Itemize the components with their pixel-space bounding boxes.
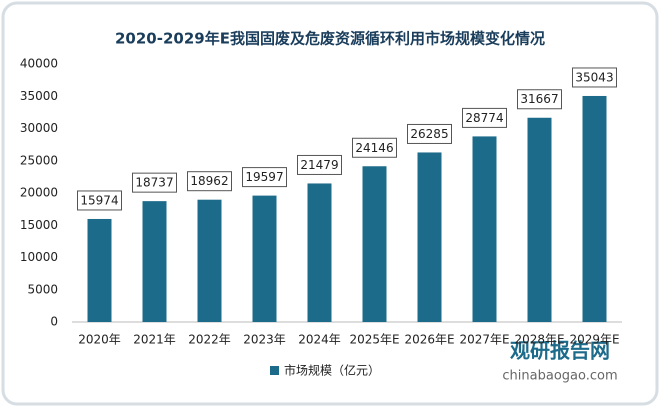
chart-title: 2020-2029年E我国固废及危废资源循环利用市场规模变化情况 bbox=[115, 30, 545, 48]
value-label-box bbox=[77, 190, 122, 211]
y-tick-label: 10000 bbox=[20, 250, 58, 264]
value-label: 19597 bbox=[245, 170, 283, 184]
bar bbox=[87, 218, 112, 322]
value-label: 26285 bbox=[410, 127, 448, 141]
y-tick-label: 40000 bbox=[20, 57, 58, 71]
value-label: 18737 bbox=[135, 176, 173, 190]
x-tick-label: 2025年E bbox=[349, 333, 399, 347]
y-tick-label: 0 bbox=[50, 315, 58, 329]
bar bbox=[582, 95, 607, 322]
bar bbox=[307, 183, 332, 322]
value-label: 28774 bbox=[465, 111, 503, 125]
x-tick-label: 2026年E bbox=[404, 333, 454, 347]
value-label: 15974 bbox=[80, 193, 118, 207]
x-tick-label: 2023年 bbox=[243, 333, 286, 347]
value-label-box bbox=[297, 154, 342, 175]
bar bbox=[527, 117, 552, 322]
x-tick-label: 2020年 bbox=[78, 333, 121, 347]
bar bbox=[362, 166, 387, 322]
value-label-box bbox=[187, 171, 232, 192]
legend-swatch bbox=[270, 366, 279, 375]
value-label-box bbox=[572, 67, 617, 88]
y-tick-label: 35000 bbox=[20, 89, 58, 103]
y-tick-label: 30000 bbox=[20, 121, 58, 135]
value-label-box bbox=[132, 172, 177, 193]
watermark-name: 观研报告网 bbox=[510, 339, 610, 363]
legend-label: 市场规模（亿元） bbox=[284, 363, 380, 378]
y-tick-label: 5000 bbox=[27, 282, 58, 296]
x-tick-label: 2021年 bbox=[133, 333, 176, 347]
bar bbox=[142, 201, 167, 322]
value-label: 35043 bbox=[575, 70, 613, 84]
value-label-box bbox=[352, 137, 397, 158]
x-tick-label: 2027年E bbox=[459, 333, 509, 347]
y-tick-label: 20000 bbox=[20, 186, 58, 200]
value-label: 18962 bbox=[190, 174, 228, 188]
value-label-box bbox=[517, 89, 562, 110]
value-label-box bbox=[462, 107, 507, 128]
bar bbox=[197, 199, 222, 322]
y-tick-label: 15000 bbox=[20, 218, 58, 232]
value-label: 21479 bbox=[300, 158, 338, 172]
y-tick-label: 25000 bbox=[20, 153, 58, 167]
watermark-url: chinabaogao.com bbox=[502, 369, 617, 384]
value-label: 24146 bbox=[355, 141, 393, 155]
x-tick-label: 2024年 bbox=[298, 333, 341, 347]
x-tick-label: 2022年 bbox=[188, 333, 231, 347]
x-tick-label: 2029年E bbox=[569, 333, 619, 347]
x-tick-label: 2028年E bbox=[514, 333, 564, 347]
value-label-box bbox=[407, 123, 452, 144]
bar bbox=[252, 195, 277, 322]
value-label-box bbox=[242, 167, 287, 188]
bar bbox=[472, 136, 497, 322]
bar bbox=[417, 152, 442, 322]
value-label: 31667 bbox=[520, 92, 558, 106]
